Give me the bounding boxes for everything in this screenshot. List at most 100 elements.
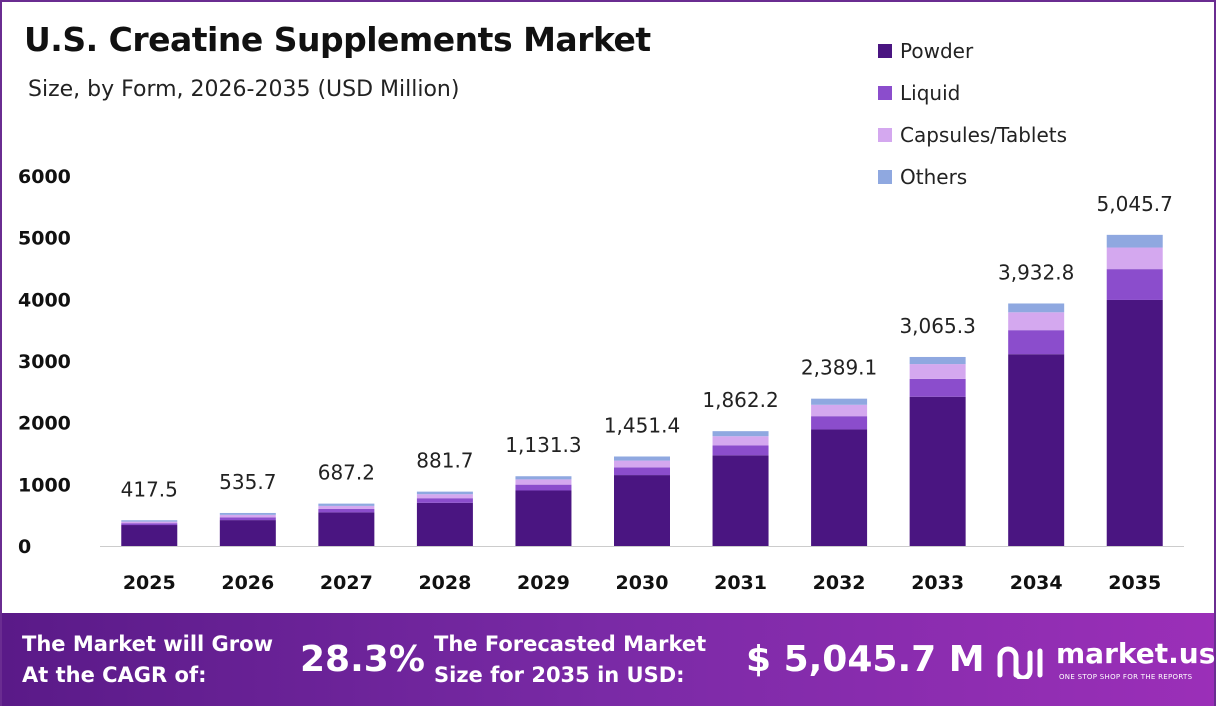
- bar-segment-capsules-tablets: [1106, 247, 1163, 270]
- y-tick-label: 6000: [18, 166, 71, 188]
- bar-segment-capsules-tablets: [811, 404, 868, 417]
- y-tick-label: 4000: [18, 289, 71, 311]
- bar-segment-capsules-tablets: [515, 479, 572, 485]
- bar-segment-others: [712, 431, 769, 437]
- y-tick-label: 5000: [18, 228, 71, 250]
- legend-item-powder: Powder: [878, 30, 1067, 72]
- bar-segment-liquid: [219, 517, 276, 521]
- bar-segment-powder: [515, 490, 572, 546]
- legend-item-capsules-tablets: Capsules/Tablets: [878, 114, 1067, 156]
- bar-total-label: 3,065.3: [899, 314, 975, 338]
- bar-segment-powder: [416, 502, 473, 546]
- bar-total-label: 1,131.3: [505, 433, 581, 457]
- cagr-value: 28.3%: [300, 639, 425, 680]
- y-tick-label: 1000: [18, 474, 71, 496]
- bar-segment-others: [1008, 303, 1065, 313]
- bar-total-label: 1,451.4: [604, 413, 680, 437]
- bar-segment-liquid: [416, 498, 473, 503]
- forecast-value: $ 5,045.7 M: [746, 639, 985, 680]
- legend-swatch-others: [878, 170, 892, 184]
- bar-segment-powder: [909, 396, 966, 546]
- forecast-caption-line2: Size for 2035 in USD:: [434, 663, 685, 687]
- bar-total-label: 881.7: [416, 449, 473, 473]
- bar-segment-others: [219, 512, 276, 515]
- x-category-label: 2032: [813, 572, 866, 594]
- bar-total-label: 687.2: [318, 461, 375, 485]
- x-category-label: 2027: [320, 572, 373, 594]
- bar-segment-others: [909, 356, 966, 365]
- bar-segment-capsules-tablets: [121, 521, 178, 524]
- bar-total-label: 3,932.8: [998, 260, 1074, 284]
- bar-segment-capsules-tablets: [416, 494, 473, 499]
- cagr-caption: The Market will Grow At the CAGR of:: [22, 629, 273, 691]
- bar-total-label: 1,862.2: [702, 388, 778, 412]
- x-category-label: 2025: [123, 572, 176, 594]
- stacked-bar-chart: 0 1000 2000 3000 4000 5000 6000 417.5 2025 535.7 2…: [18, 166, 1184, 594]
- x-category-label: 2031: [714, 572, 767, 594]
- bar-segment-powder: [121, 525, 178, 546]
- forecast-caption: The Forecasted Market Size for 2035 in U…: [434, 629, 706, 691]
- bar-total-label: 5,045.7: [1097, 192, 1173, 216]
- brand-name: market.us: [1056, 637, 1216, 670]
- bar-segment-others: [1106, 234, 1163, 248]
- bar-segment-others: [121, 520, 178, 522]
- x-category-label: 2030: [616, 572, 669, 594]
- bar-segment-liquid: [515, 484, 572, 491]
- bar-segment-powder: [811, 429, 868, 546]
- bar-segment-liquid: [909, 378, 966, 397]
- legend-label-powder: Powder: [900, 39, 974, 63]
- y-tick-label: 3000: [18, 351, 71, 373]
- bar-segment-others: [614, 456, 670, 461]
- cagr-caption-line1: The Market will Grow: [22, 632, 273, 656]
- bar-segment-powder: [219, 520, 276, 546]
- legend-item-liquid: Liquid: [878, 72, 1067, 114]
- cagr-caption-line2: At the CAGR of:: [22, 663, 207, 687]
- legend-label-liquid: Liquid: [900, 81, 961, 105]
- bar-segment-powder: [614, 475, 670, 546]
- x-category-label: 2035: [1108, 572, 1161, 594]
- bar-segment-capsules-tablets: [614, 460, 670, 468]
- bar-total-label: 2,389.1: [801, 356, 877, 380]
- bar-segment-others: [416, 491, 473, 495]
- bar-segment-liquid: [1008, 330, 1065, 355]
- bar-segment-liquid: [318, 509, 375, 513]
- bar-segment-liquid: [712, 445, 769, 456]
- bar-segment-capsules-tablets: [219, 514, 276, 518]
- bar-segment-powder: [318, 512, 375, 546]
- bar-segment-others: [318, 503, 375, 506]
- chart-title: U.S. Creatine Supplements Market: [24, 20, 651, 59]
- legend-item-others: Others: [878, 156, 1067, 198]
- bar-segment-capsules-tablets: [318, 505, 375, 509]
- legend: Powder Liquid Capsules/Tablets Others: [878, 30, 1067, 198]
- legend-label-capsules-tablets: Capsules/Tablets: [900, 123, 1068, 147]
- market-us-logo-icon: [997, 646, 1043, 679]
- x-category-label: 2026: [221, 572, 274, 594]
- bar-segment-powder: [712, 455, 769, 546]
- bar-segment-liquid: [1106, 269, 1163, 300]
- bar-segment-capsules-tablets: [909, 364, 966, 379]
- bar-segment-others: [811, 398, 868, 405]
- x-category-label: 2034: [1010, 572, 1063, 594]
- legend-swatch-powder: [878, 44, 892, 58]
- forecast-caption-line1: The Forecasted Market: [434, 632, 707, 656]
- bar-segment-powder: [1106, 299, 1163, 546]
- bar-segment-powder: [1008, 354, 1065, 546]
- y-tick-label: 0: [18, 536, 31, 558]
- bar-segment-liquid: [811, 416, 868, 430]
- chart-subtitle: Size, by Form, 2026-2035 (USD Million): [28, 77, 460, 102]
- bar-total-label: 417.5: [121, 477, 178, 501]
- bar-segment-liquid: [121, 523, 178, 526]
- bar-segment-capsules-tablets: [712, 436, 769, 446]
- bar-segment-others: [515, 476, 572, 480]
- bar-total-label: 535.7: [219, 470, 276, 494]
- brand-tagline: ONE STOP SHOP FOR THE REPORTS: [1059, 673, 1193, 681]
- legend-swatch-capsules-tablets: [878, 128, 892, 142]
- x-category-label: 2033: [911, 572, 964, 594]
- bar-segment-liquid: [614, 467, 670, 476]
- x-category-label: 2028: [418, 572, 471, 594]
- x-category-label: 2029: [517, 572, 570, 594]
- legend-swatch-liquid: [878, 86, 892, 100]
- footer-banner: The Market will Grow At the CAGR of: 28.…: [2, 613, 1216, 706]
- bar-segment-capsules-tablets: [1008, 312, 1065, 331]
